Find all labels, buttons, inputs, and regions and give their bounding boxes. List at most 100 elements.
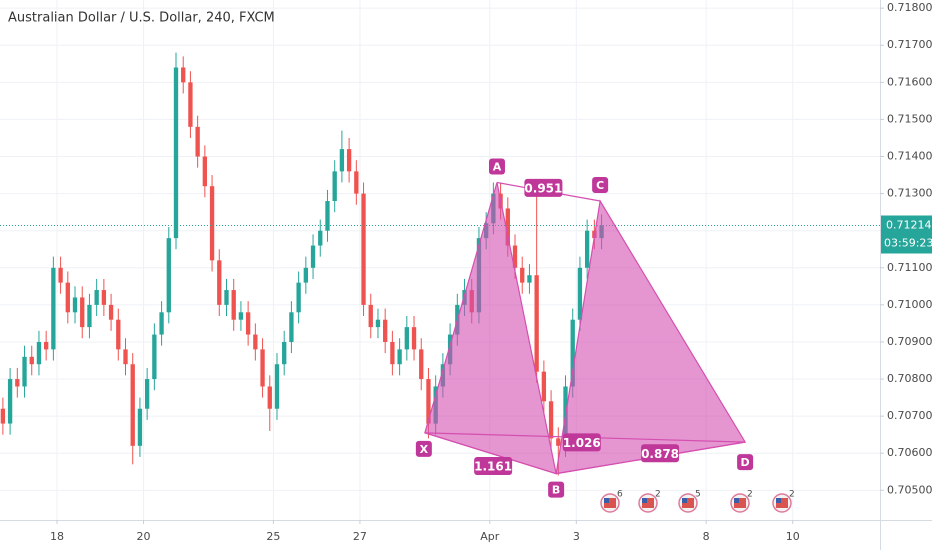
candle-body (7, 379, 13, 424)
ratio-box (474, 457, 513, 476)
y-tick-label: 0.71000 (887, 298, 932, 311)
candle-body (253, 334, 258, 350)
candle-body (318, 230, 323, 246)
candle-body (80, 297, 85, 328)
candle-body (577, 267, 583, 320)
y-tick-label: 0.71500 (887, 112, 932, 125)
candle-body (224, 290, 229, 305)
x-tick-label: 18 (50, 530, 64, 543)
candle-body (87, 304, 92, 328)
candle-body (36, 341, 42, 365)
point-box (592, 177, 609, 194)
event-flag (734, 498, 739, 503)
candle-body (397, 349, 402, 365)
candle-body (512, 245, 518, 268)
event-flag (642, 498, 647, 503)
point-label: D (741, 456, 750, 469)
candle-body (332, 171, 337, 202)
last-price-box (881, 215, 932, 254)
candle-body (584, 230, 590, 268)
candle-body (238, 312, 244, 320)
y-tick-label: 0.70900 (887, 335, 932, 348)
point-label: A (493, 160, 502, 173)
candle-body (368, 304, 373, 328)
candle-body (159, 312, 164, 335)
candle-body (202, 156, 208, 187)
candle-body (383, 319, 388, 342)
events: 6 2 5 2 2 (600, 490, 795, 513)
candle-body (411, 327, 417, 350)
candle-body (390, 341, 395, 365)
candle-body (144, 379, 150, 409)
candle-body (137, 408, 143, 446)
candle-body (325, 201, 330, 231)
candle-body (346, 149, 352, 172)
candle-body (94, 290, 99, 305)
ratio-box (524, 178, 563, 197)
axes: 0.70500 0.70600 0.70700 0.70800 0.70900 0.710… (50, 1, 932, 543)
point-label: B (552, 484, 560, 497)
x-tick-label: 20 (137, 530, 151, 543)
candle-body (0, 408, 6, 424)
y-tick-label: 0.71800 (887, 1, 932, 14)
candle-body (72, 297, 78, 313)
y-tick-label: 0.71400 (887, 150, 932, 163)
event-count: 6 (617, 490, 623, 500)
y-tick-label: 0.71300 (887, 187, 932, 200)
ratio-label: 1.161 (474, 460, 512, 474)
candle-body (361, 193, 366, 305)
candle-body (29, 356, 34, 365)
event-count: 2 (747, 490, 753, 500)
candle-body (65, 282, 70, 313)
candle-body (245, 312, 251, 335)
x-tick-label: 3 (573, 530, 580, 543)
candle-body (58, 267, 63, 283)
event-flag (682, 498, 687, 503)
candle-body (505, 208, 510, 246)
ratio-label: 0.878 (641, 447, 679, 461)
candle-body (44, 341, 49, 350)
chart-title: Australian Dollar / U.S. Dollar, 240, FX… (8, 11, 275, 26)
y-tick-label: 0.70500 (887, 483, 932, 496)
candle-body (123, 349, 128, 365)
candle-body (166, 238, 171, 313)
candle-body (260, 349, 265, 387)
ratio-box (641, 444, 680, 463)
candle-body (404, 327, 409, 350)
x-tick-label: 27 (353, 530, 367, 543)
ratio-box (562, 433, 601, 452)
point-box (737, 454, 754, 471)
candle-body (231, 290, 236, 320)
event-flag (776, 498, 788, 508)
candle-body (520, 267, 525, 283)
y-tick-label: 0.71100 (887, 261, 932, 274)
candle-body (267, 386, 272, 409)
harmonic-pattern: 0.951 1.161 1.026 0.878 X A B C D (415, 158, 754, 498)
candle-body (303, 267, 308, 283)
candle-body (289, 312, 294, 342)
candle-body (310, 245, 316, 268)
candle-body (130, 364, 135, 446)
event-count: 2 (655, 490, 661, 500)
countdown: 03:59:23 (884, 237, 932, 250)
x-tick-label: 25 (266, 530, 280, 543)
candle-body (534, 275, 539, 372)
candle-body (339, 149, 345, 172)
candle-body (209, 186, 215, 261)
candle-body (51, 267, 56, 350)
y-tick-label: 0.71700 (887, 38, 932, 51)
y-tick-label: 0.71600 (887, 75, 932, 88)
x-tick-label: 10 (786, 530, 800, 543)
candle-body (282, 341, 287, 365)
candle-body (570, 319, 575, 387)
y-tick-label: 0.70700 (887, 409, 932, 422)
candle-body (419, 349, 424, 380)
candle-body (15, 379, 20, 387)
candle-body (274, 364, 280, 409)
candle-body (173, 67, 179, 239)
candle-body (195, 126, 200, 157)
ratio-label: 1.026 (563, 436, 601, 450)
candle-body (217, 260, 222, 305)
